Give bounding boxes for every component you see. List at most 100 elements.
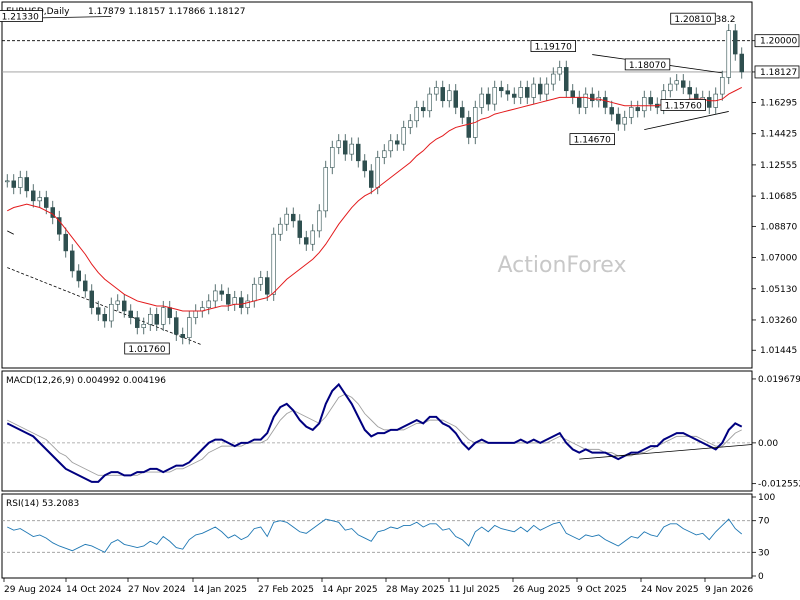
- watermark: ActionForex: [498, 253, 627, 278]
- candle-body: [161, 307, 166, 325]
- x-tick-label: 27 Nov 2024: [128, 585, 186, 595]
- candle-body: [30, 190, 36, 202]
- x-tick-label: 14 Apr 2025: [322, 585, 378, 595]
- candle-body: [50, 207, 55, 218]
- trend-line: [7, 230, 14, 235]
- candle-body: [576, 97, 582, 108]
- candle-body: [726, 30, 731, 78]
- candle-body: [466, 117, 471, 138]
- x-tick-label: 28 May 2025: [386, 585, 445, 595]
- candle-body: [83, 280, 88, 292]
- candle-body: [232, 297, 238, 305]
- candle-body: [739, 53, 744, 73]
- candle-body: [362, 160, 367, 172]
- candle-body: [719, 77, 725, 95]
- candle-body: [167, 307, 173, 318]
- annotation-label: 1.14670: [574, 136, 611, 146]
- candle-body: [401, 127, 406, 145]
- annotation-box: [530, 40, 576, 52]
- candle-body: [453, 90, 458, 108]
- price-tick-label: 1.10685: [760, 192, 797, 202]
- candle-body: [128, 310, 134, 318]
- candle-body: [213, 290, 218, 302]
- candle-body: [17, 177, 23, 188]
- candle-body: [193, 310, 199, 318]
- candle-body: [609, 107, 614, 115]
- candle-body: [109, 303, 114, 322]
- candle-body: [206, 300, 212, 308]
- candle-body: [414, 107, 419, 122]
- candle-body: [531, 83, 536, 98]
- candle-body: [24, 177, 29, 192]
- candle-body: [368, 170, 374, 188]
- candle-body: [544, 83, 549, 95]
- candle-body: [485, 93, 491, 105]
- candle-body: [641, 97, 647, 112]
- candle-body: [355, 143, 361, 162]
- candle-body: [174, 317, 179, 335]
- candle-body: [615, 113, 621, 125]
- candle-body: [252, 283, 257, 302]
- candle-body: [135, 317, 140, 328]
- candle-body: [297, 220, 302, 238]
- macd-trend-line: [579, 444, 753, 460]
- annotation-box: [670, 12, 716, 25]
- candle-body: [5, 180, 10, 183]
- candle-body: [258, 277, 263, 285]
- rsi-header: RSI(14) 53.2083: [6, 499, 79, 509]
- candle-body: [342, 140, 348, 155]
- candle-body: [492, 87, 497, 105]
- candle-body: [388, 140, 393, 152]
- candle-body: [635, 107, 640, 112]
- candle-body: [674, 80, 679, 85]
- price-tick-label: 1.16295: [760, 99, 797, 109]
- candle-body: [180, 334, 186, 338]
- candle-body: [622, 117, 627, 125]
- candle-body: [122, 300, 127, 312]
- candle-body: [687, 87, 692, 95]
- candle-body: [427, 93, 432, 112]
- candle-body: [316, 210, 322, 232]
- candle-body: [89, 290, 95, 308]
- candle-body: [37, 197, 42, 202]
- candle-body: [290, 213, 296, 222]
- rsi-tick-label: 100: [758, 493, 775, 503]
- x-tick-label: 11 Jul 2025: [449, 585, 500, 595]
- candle-body: [537, 83, 543, 95]
- candle-body: [583, 93, 588, 108]
- candle-body: [148, 313, 153, 325]
- candle-body: [511, 93, 517, 98]
- x-tick-label: 14 Jan 2025: [193, 585, 247, 595]
- candle-body: [76, 270, 82, 282]
- annotation-label: 38.2: [715, 15, 735, 25]
- price-header-ohlc: 1.17879 1.18157 1.17866 1.18127: [88, 7, 245, 17]
- candle-body: [154, 313, 160, 325]
- candle-body: [680, 80, 686, 88]
- x-tick-label: 9 Oct 2025: [577, 585, 627, 595]
- candle-body: [219, 290, 225, 295]
- candle-body: [505, 90, 510, 95]
- candle-body: [563, 67, 569, 92]
- candle-body: [115, 300, 121, 305]
- price-tick-label: 1.18127: [760, 68, 797, 78]
- candle-body: [303, 237, 309, 245]
- candle-body: [284, 213, 289, 225]
- x-tick-label: 9 Jan 2026: [705, 585, 753, 595]
- moving-average-line: [7, 86, 742, 312]
- candle-body: [446, 90, 452, 102]
- candle-body: [310, 230, 315, 245]
- rsi-tick-label: 30: [758, 548, 770, 558]
- candle-body: [70, 250, 75, 272]
- candle-body: [187, 317, 192, 338]
- candle-body: [43, 197, 49, 208]
- price-tick-label: 1.12555: [760, 161, 797, 171]
- macd-panel: [1, 370, 753, 492]
- level-label-box: [754, 34, 800, 48]
- annotation-label: 1.01760: [128, 345, 165, 355]
- annotation-label: 1.18070: [629, 61, 666, 71]
- candle-body: [732, 30, 738, 55]
- annotation-box: [0, 10, 43, 22]
- x-tick-label: 27 Feb 2025: [258, 585, 314, 595]
